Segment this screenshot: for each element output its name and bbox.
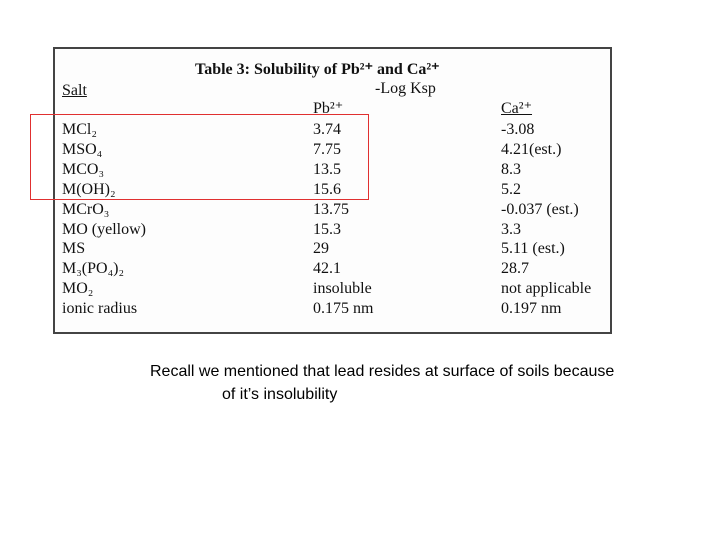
caption-line: of it’s insolubility — [222, 386, 338, 403]
value-cell: 28.7 — [501, 260, 529, 278]
value-cell: 42.1 — [313, 260, 341, 278]
salt-cell: M₃(PO₄)₂ — [62, 260, 125, 278]
value-cell: -3.08 — [501, 121, 535, 138]
salt-cell: MCrO₃ — [62, 200, 110, 218]
value-cell: insoluble — [313, 280, 372, 298]
table-image — [53, 47, 612, 334]
salt-cell: MO (yellow) — [62, 220, 146, 238]
value-cell: 7.75 — [313, 140, 341, 158]
value-cell: 8.3 — [501, 160, 521, 178]
value-cell: 4.21(est.) — [501, 140, 562, 158]
salt-cell: M(OH)₂ — [62, 180, 116, 198]
value-cell: 15.6 — [313, 180, 341, 198]
value-cell: 0.197 nm — [501, 300, 562, 318]
value-cell: 3.74 — [313, 121, 341, 138]
column-header: Pb²⁺ — [313, 100, 344, 117]
column-header: Ca²⁺ — [501, 100, 533, 117]
highlight-box — [30, 114, 369, 200]
value-cell: 29 — [313, 240, 329, 258]
value-cell: 0.175 nm — [313, 300, 374, 318]
salt-header: Salt — [62, 82, 87, 99]
value-cell: 3.3 — [501, 220, 521, 238]
group-header: -Log Ksp — [375, 80, 436, 97]
salt-cell: MCO₃ — [62, 160, 105, 178]
table-title: Table 3: Solubility of Pb²⁺ and Ca²⁺ — [195, 61, 440, 78]
value-cell: 15.3 — [313, 220, 341, 238]
salt-cell: MCl₂ — [62, 121, 97, 138]
value-cell: 13.75 — [313, 200, 349, 218]
salt-cell: MSO₄ — [62, 140, 103, 158]
value-cell: 5.11 (est.) — [501, 240, 565, 258]
value-cell: -0.037 (est.) — [501, 200, 579, 218]
value-cell: not applicable — [501, 280, 592, 298]
salt-cell: MO₂ — [62, 280, 94, 298]
salt-cell: MS — [62, 240, 86, 258]
value-cell: 13.5 — [313, 160, 341, 178]
salt-cell: ionic radius — [62, 300, 138, 318]
caption-line: Recall we mentioned that lead resides at… — [150, 363, 615, 380]
value-cell: 5.2 — [501, 180, 521, 198]
